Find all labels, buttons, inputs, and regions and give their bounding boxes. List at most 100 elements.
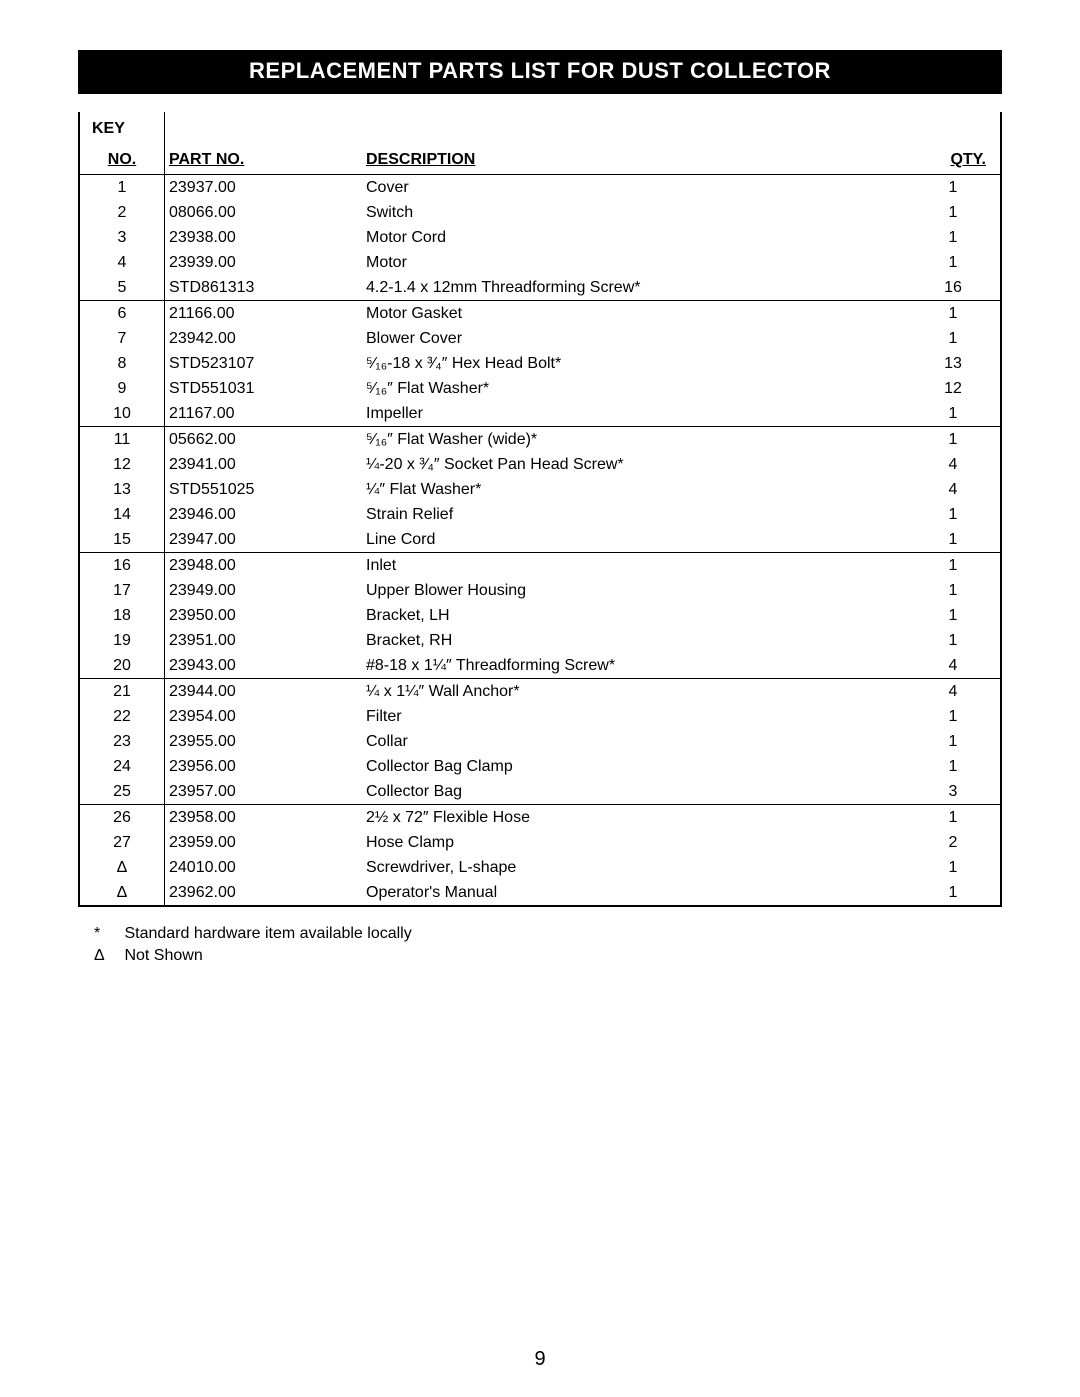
footnote-sym: *: [94, 923, 120, 945]
cell-description: 4.2-1.4 x 12mm Threadforming Screw*: [364, 275, 906, 301]
cell-key: 3: [80, 225, 165, 250]
table-row: 2423956.00Collector Bag Clamp1: [80, 754, 1000, 779]
table-row: 2223954.00Filter1: [80, 704, 1000, 729]
hdr-description: DESCRIPTION: [366, 151, 475, 168]
footnote-1: * Standard hardware item available local…: [94, 923, 1002, 945]
cell-key: 19: [80, 628, 165, 653]
cell-part: 23955.00: [165, 729, 365, 754]
cell-qty: 2: [906, 830, 1000, 855]
cell-qty: 1: [906, 175, 1000, 201]
hdr-blank-qty: [906, 112, 1000, 143]
cell-part: 23938.00: [165, 225, 365, 250]
footnote-text: Not Shown: [124, 947, 202, 964]
cell-qty: 1: [906, 805, 1000, 831]
cell-description: Collar: [364, 729, 906, 754]
cell-qty: 4: [906, 452, 1000, 477]
cell-description: Cover: [364, 175, 906, 201]
cell-part: STD523107: [165, 351, 365, 376]
header-row-2: NO. PART NO. DESCRIPTION QTY.: [80, 143, 1000, 175]
cell-description: Operator's Manual: [364, 880, 906, 905]
cell-qty: 1: [906, 729, 1000, 754]
table-row: 723942.00Blower Cover1: [80, 326, 1000, 351]
cell-part: 05662.00: [165, 427, 365, 453]
table-row: 5STD8613134.2-1.4 x 12mm Threadforming S…: [80, 275, 1000, 301]
table-row: 2323955.00Collar1: [80, 729, 1000, 754]
cell-description: ¼ x 1¼″ Wall Anchor*: [364, 679, 906, 705]
cell-part: 21167.00: [165, 401, 365, 427]
cell-key: Δ: [80, 880, 165, 905]
cell-key: 6: [80, 301, 165, 327]
cell-description: Collector Bag Clamp: [364, 754, 906, 779]
cell-description: Screwdriver, L-shape: [364, 855, 906, 880]
cell-part: 24010.00: [165, 855, 365, 880]
cell-part: 23956.00: [165, 754, 365, 779]
cell-key: 9: [80, 376, 165, 401]
cell-part: 23948.00: [165, 553, 365, 579]
cell-part: 23941.00: [165, 452, 365, 477]
cell-description: Blower Cover: [364, 326, 906, 351]
hdr-part-no: PART NO.: [169, 151, 244, 168]
parts-body: 123937.00Cover1208066.00Switch1323938.00…: [80, 175, 1000, 906]
cell-part: 23937.00: [165, 175, 365, 201]
cell-key: 26: [80, 805, 165, 831]
cell-qty: 16: [906, 275, 1000, 301]
table-row: 1105662.00⁵⁄₁₆″ Flat Washer (wide)*1: [80, 427, 1000, 453]
cell-key: 15: [80, 527, 165, 553]
cell-part: 23957.00: [165, 779, 365, 805]
cell-key: Δ: [80, 855, 165, 880]
cell-key: 16: [80, 553, 165, 579]
footnote-2: Δ Not Shown: [94, 945, 1002, 967]
cell-part: 23951.00: [165, 628, 365, 653]
table-row: Δ24010.00Screwdriver, L-shape1: [80, 855, 1000, 880]
cell-key: 12: [80, 452, 165, 477]
cell-description: Hose Clamp: [364, 830, 906, 855]
cell-key: 8: [80, 351, 165, 376]
cell-part: 23944.00: [165, 679, 365, 705]
cell-part: 08066.00: [165, 200, 365, 225]
footnote-text: Standard hardware item available locally: [124, 925, 411, 942]
cell-qty: 1: [906, 880, 1000, 905]
cell-part: 23942.00: [165, 326, 365, 351]
cell-qty: 4: [906, 477, 1000, 502]
table-row: 621166.00Motor Gasket1: [80, 301, 1000, 327]
parts-table-wrap: KEY NO. PART NO. DESCRIPTION QTY. 123937…: [78, 112, 1002, 907]
cell-key: 4: [80, 250, 165, 275]
table-row: 8STD523107⁵⁄₁₆-18 x ³⁄₄″ Hex Head Bolt*1…: [80, 351, 1000, 376]
cell-part: 23959.00: [165, 830, 365, 855]
cell-key: 21: [80, 679, 165, 705]
cell-key: 5: [80, 275, 165, 301]
cell-part: 23939.00: [165, 250, 365, 275]
cell-qty: 1: [906, 704, 1000, 729]
table-row: 1823950.00Bracket, LH1: [80, 603, 1000, 628]
cell-description: Filter: [364, 704, 906, 729]
cell-qty: 1: [906, 401, 1000, 427]
table-row: 9STD551031⁵⁄₁₆″ Flat Washer*12: [80, 376, 1000, 401]
cell-description: ⁵⁄₁₆″ Flat Washer (wide)*: [364, 427, 906, 453]
table-row: 2123944.00¼ x 1¼″ Wall Anchor*4: [80, 679, 1000, 705]
title-bar: REPLACEMENT PARTS LIST FOR DUST COLLECTO…: [78, 50, 1002, 94]
cell-qty: 1: [906, 225, 1000, 250]
hdr-key-top: KEY: [80, 112, 165, 143]
cell-key: 2: [80, 200, 165, 225]
cell-description: #8-18 x 1¼″ Threadforming Screw*: [364, 653, 906, 679]
table-row: 1523947.00Line Cord1: [80, 527, 1000, 553]
table-row: 1723949.00Upper Blower Housing1: [80, 578, 1000, 603]
cell-key: 20: [80, 653, 165, 679]
cell-description: ⁵⁄₁₆″ Flat Washer*: [364, 376, 906, 401]
cell-description: Collector Bag: [364, 779, 906, 805]
table-row: 1923951.00Bracket, RH1: [80, 628, 1000, 653]
cell-description: Upper Blower Housing: [364, 578, 906, 603]
cell-qty: 3: [906, 779, 1000, 805]
cell-part: 23958.00: [165, 805, 365, 831]
table-row: 13STD551025¼″ Flat Washer*4: [80, 477, 1000, 502]
cell-description: Switch: [364, 200, 906, 225]
cell-key: 18: [80, 603, 165, 628]
cell-part: STD861313: [165, 275, 365, 301]
cell-qty: 1: [906, 855, 1000, 880]
cell-key: 24: [80, 754, 165, 779]
footnote-sym: Δ: [94, 945, 120, 967]
cell-qty: 1: [906, 553, 1000, 579]
hdr-key-no: NO.: [108, 151, 136, 168]
table-row: 1623948.00Inlet1: [80, 553, 1000, 579]
page-number: 9: [0, 1348, 1080, 1371]
